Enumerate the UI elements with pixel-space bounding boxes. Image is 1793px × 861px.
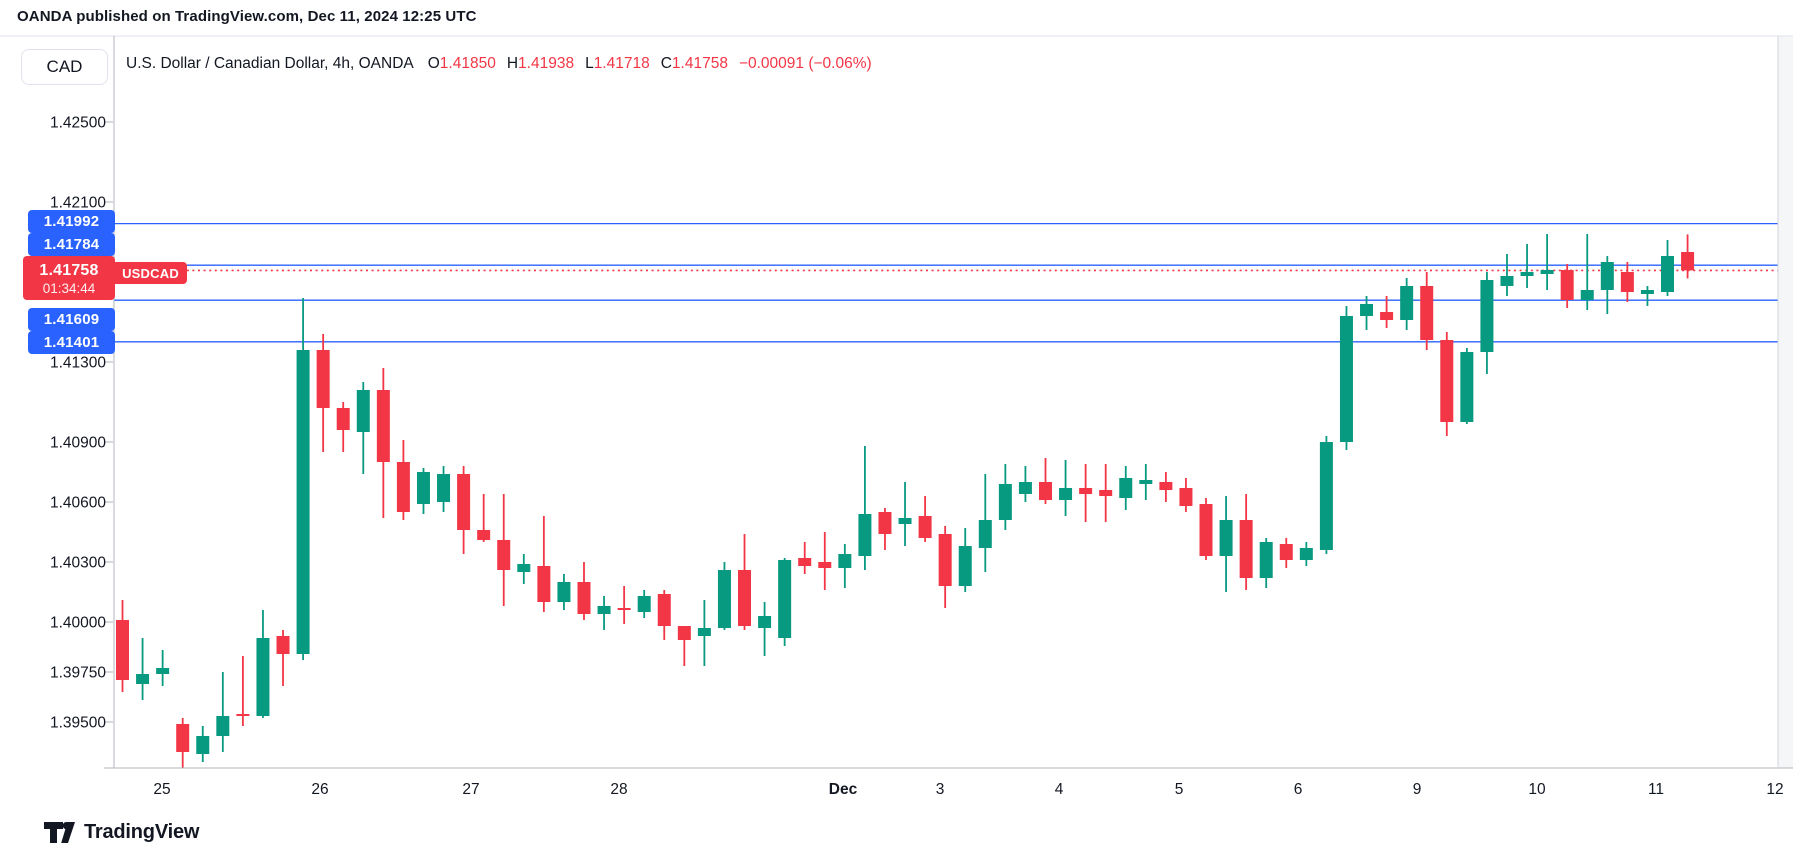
svg-text:1.40300: 1.40300: [50, 555, 106, 572]
svg-text:1.40000: 1.40000: [50, 615, 106, 632]
ohlc-open: O1.41850: [428, 55, 496, 73]
high-label: H: [506, 55, 519, 72]
svg-text:9: 9: [1413, 781, 1422, 798]
svg-text:6: 6: [1294, 781, 1303, 798]
attribution-text: OANDA published on TradingView.com, Dec …: [17, 8, 477, 25]
level-price-badge-4: 1.41401: [28, 331, 115, 354]
tradingview-logo-text: TradingView: [84, 821, 200, 843]
svg-text:28: 28: [610, 781, 627, 798]
level-price-badge-3: 1.41609: [28, 308, 115, 331]
ohlc-high: H1.41938: [507, 55, 574, 73]
close-value: 1.41758: [671, 55, 728, 72]
svg-text:5: 5: [1175, 781, 1184, 798]
open-label: O: [427, 55, 440, 72]
close-label: C: [660, 55, 672, 72]
symbol-price-line-tag: USDCAD: [114, 262, 187, 284]
svg-text:25: 25: [153, 781, 170, 798]
svg-text:4: 4: [1055, 781, 1064, 798]
current-price-badge: 1.41758 01:34:44: [23, 256, 115, 300]
instrument-title: U.S. Dollar / Canadian Dollar, 4h, OANDA: [126, 55, 414, 72]
tradingview-logo[interactable]: TradingView: [44, 819, 199, 846]
change-value: −0.00091 (−0.06%): [738, 55, 872, 72]
level-price-badge-2: 1.41784: [28, 233, 115, 256]
svg-text:1.40900: 1.40900: [50, 435, 106, 452]
svg-text:10: 10: [1528, 781, 1546, 798]
chart-legend: U.S. Dollar / Canadian Dollar, 4h, OANDA…: [126, 55, 872, 73]
low-value: 1.41718: [593, 55, 650, 72]
svg-text:11: 11: [1648, 781, 1664, 798]
svg-text:Dec: Dec: [829, 781, 858, 798]
svg-text:1.40600: 1.40600: [50, 495, 106, 512]
ohlc-close: C1.41758: [661, 55, 728, 73]
tradingview-logo-icon: [44, 822, 75, 843]
current-price-value: 1.41758: [39, 261, 99, 279]
svg-text:1.41300: 1.41300: [50, 355, 106, 372]
symbol-badge: CAD: [21, 49, 108, 85]
svg-text:1.42500: 1.42500: [50, 115, 106, 132]
bar-countdown-timer: 01:34:44: [42, 280, 96, 296]
level-price-badge-1: 1.41992: [28, 210, 115, 233]
open-value: 1.41850: [439, 55, 496, 72]
high-value: 1.41938: [518, 55, 575, 72]
svg-text:1.42100: 1.42100: [50, 195, 106, 212]
svg-text:1.39500: 1.39500: [50, 715, 106, 732]
svg-text:27: 27: [462, 781, 479, 798]
svg-text:1.39750: 1.39750: [50, 665, 106, 682]
svg-text:26: 26: [311, 781, 328, 798]
svg-text:3: 3: [936, 781, 945, 798]
low-label: L: [585, 55, 594, 72]
svg-text:12: 12: [1766, 781, 1783, 798]
ohlc-low: L1.41718: [585, 55, 650, 73]
